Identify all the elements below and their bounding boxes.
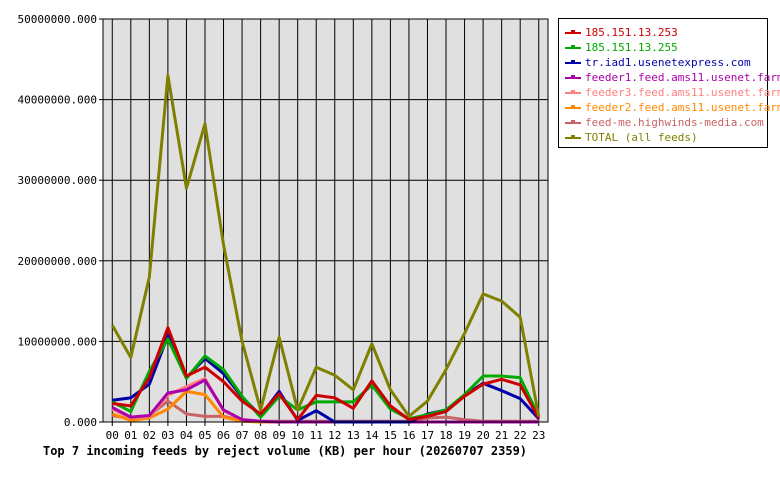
x-tick-label: 22	[514, 429, 527, 442]
x-tick-label: 20	[476, 429, 489, 442]
x-tick-label: 09	[273, 429, 286, 442]
x-tick-label: 07	[235, 429, 248, 442]
y-axis-ticks: 0.000 10000000.000 20000000.000 30000000.00…	[18, 13, 103, 429]
legend-swatch	[565, 60, 581, 64]
x-tick-label: 15	[384, 429, 397, 442]
legend-swatch	[565, 135, 581, 139]
chart-title: Top 7 incoming feeds by reject volume (K…	[42, 444, 528, 458]
legend-item: feeder2.feed.ams11.usenet.farm	[563, 100, 780, 115]
x-tick-label: 19	[458, 429, 471, 442]
x-tick-label: 17	[421, 429, 434, 442]
grid-lines	[103, 18, 548, 423]
legend: 185.151.13.253 185.151.13.255 tr.iad1.usen…	[558, 18, 780, 148]
x-axis-ticks: 00 01 02 03 04 05 06 07 08 09 10 11 12 13 14 15 16 17 18 19…	[106, 422, 545, 442]
x-tick-label: 03	[161, 429, 174, 442]
y-tick-label: 10000000.000	[18, 335, 97, 348]
legend-swatch	[565, 90, 581, 94]
x-tick-label: 08	[254, 429, 267, 442]
legend-label: feeder2.feed.ams11.usenet.farm	[585, 101, 780, 114]
x-tick-label: 05	[198, 429, 211, 442]
x-tick-label: 00	[106, 429, 119, 442]
legend-label: feeder3.feed.ams11.usenet.farm	[585, 86, 780, 99]
x-tick-label: 11	[310, 429, 323, 442]
x-tick-label: 13	[347, 429, 360, 442]
y-tick-label: 50000000.000	[18, 13, 97, 26]
x-tick-label: 10	[291, 429, 304, 442]
x-tick-label: 06	[217, 429, 230, 442]
legend-item: tr.iad1.usenetexpress.com	[563, 55, 767, 70]
legend-label: 185.151.13.253	[585, 26, 678, 39]
legend-item: feeder3.feed.ams11.usenet.farm	[563, 85, 780, 100]
x-tick-label: 18	[439, 429, 452, 442]
y-tick-label: 40000000.000	[18, 94, 97, 107]
legend-swatch	[565, 75, 581, 79]
legend-item: 185.151.13.253	[563, 25, 767, 40]
x-tick-label: 02	[143, 429, 156, 442]
series-line	[110, 73, 541, 418]
legend-swatch	[565, 105, 581, 109]
x-tick-label: 16	[402, 429, 415, 442]
plot-border	[102, 18, 549, 423]
legend-item: 185.151.13.255	[563, 40, 767, 55]
legend-label: 185.151.13.255	[585, 41, 678, 54]
y-tick-label: 0.000	[64, 416, 97, 429]
x-tick-label: 04	[180, 429, 194, 442]
x-tick-label: 01	[124, 429, 137, 442]
x-tick-label: 14	[365, 429, 379, 442]
legend-label: feeder1.feed.ams11.usenet.farm	[585, 71, 780, 84]
legend-swatch	[565, 45, 581, 49]
series-line	[112, 326, 541, 422]
legend-label: feed-me.highwinds-media.com	[585, 116, 764, 129]
legend-swatch	[565, 30, 581, 34]
legend-label: tr.iad1.usenetexpress.com	[585, 56, 751, 69]
x-tick-label: 21	[495, 429, 508, 442]
x-tick-label: 23	[532, 429, 545, 442]
legend-item: feed-me.highwinds-media.com	[563, 115, 767, 130]
legend-item: feeder1.feed.ams11.usenet.farm	[563, 70, 780, 85]
legend-item: TOTAL (all feeds)	[563, 130, 767, 145]
y-tick-label: 30000000.000	[18, 174, 97, 187]
legend-swatch	[565, 120, 581, 124]
x-tick-label: 12	[328, 429, 341, 442]
legend-label: TOTAL (all feeds)	[585, 131, 698, 144]
y-tick-label: 20000000.000	[18, 255, 97, 268]
